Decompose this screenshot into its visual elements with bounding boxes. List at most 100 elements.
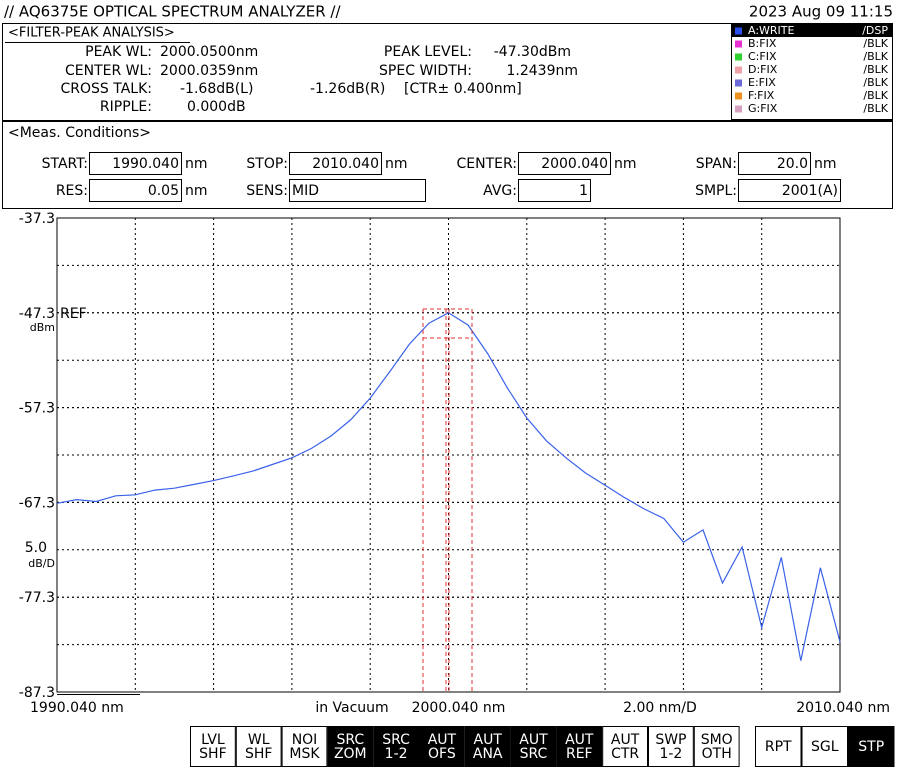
trace-state: /BLK	[863, 76, 888, 89]
condition-value: 2000.040	[541, 156, 608, 172]
softkey-label: SHF	[245, 746, 272, 762]
softkey[interactable]	[464, 726, 511, 767]
trace-name: A:WRITE	[748, 24, 795, 37]
trace-swatch	[735, 27, 742, 35]
y-tick-label: -57.3	[19, 401, 55, 417]
value: 1.2439nm	[507, 63, 579, 79]
condition-field	[289, 179, 426, 202]
trace-name: E:FIX	[748, 76, 776, 89]
softkey[interactable]	[755, 726, 802, 767]
softkey-label: SRC	[382, 732, 410, 748]
softkey-label: AUT	[474, 732, 503, 748]
condition-value: MID	[292, 183, 319, 199]
label: RIPPLE:	[100, 99, 152, 115]
condition-field	[89, 152, 182, 175]
trace-swatch	[735, 79, 742, 87]
trace-state: /DSP	[862, 24, 888, 37]
softkey-label: SRC	[520, 746, 548, 762]
condition-field	[518, 152, 611, 175]
analysis-title: <FILTER-PEAK ANALYSIS>	[8, 26, 175, 41]
condition-unit: nm	[185, 156, 208, 172]
trace-state: /BLK	[863, 50, 888, 63]
softkey[interactable]	[281, 726, 328, 767]
condition-value: 20.0	[777, 156, 808, 172]
softkey-label: ZOM	[334, 746, 367, 762]
softkey-label: OFS	[428, 746, 456, 762]
scale-label: 5.0	[25, 540, 47, 556]
condition-value: 1990.040	[112, 156, 179, 172]
condition-unit: nm	[185, 183, 208, 199]
trace-list	[731, 24, 893, 120]
condition-label: AVG:	[483, 183, 517, 199]
y-tick-label: -87.3	[19, 685, 55, 701]
level-unit: dBm	[30, 321, 55, 334]
softkey[interactable]	[801, 726, 848, 767]
condition-unit: nm	[814, 156, 837, 172]
ref-label: REF	[60, 306, 87, 322]
softkey-label: NOI	[292, 732, 318, 748]
trace-name: F:FIX	[748, 89, 775, 102]
condition-field	[738, 152, 811, 175]
condition-value: 0.05	[148, 183, 179, 199]
softkey-label: 1-2	[385, 746, 408, 762]
softkey[interactable]	[848, 726, 895, 767]
softkey-label: RPT	[765, 739, 792, 755]
value: 2000.0359nm	[160, 63, 258, 79]
condition-unit: nm	[385, 156, 408, 172]
x-tick-label: 1990.040 nm	[30, 700, 124, 716]
softkey-label: SMO	[701, 732, 733, 748]
label: SPEC WIDTH:	[379, 63, 472, 79]
trace-name: B:FIX	[748, 37, 777, 50]
softkey[interactable]	[556, 726, 603, 767]
trace-state: /BLK	[863, 89, 888, 102]
softkey-label: SRC	[336, 732, 364, 748]
x-note: in Vacuum	[315, 700, 388, 716]
condition-field	[518, 179, 591, 202]
y-tick-label: -47.3	[19, 306, 55, 322]
trace-name: D:FIX	[748, 63, 778, 76]
y-tick-label: -77.3	[19, 590, 55, 606]
softkey[interactable]	[648, 726, 694, 767]
value: -1.26dB(R)	[310, 81, 385, 97]
x-tick-label: 2010.040 nm	[796, 700, 890, 716]
trace-name: G:FIX	[748, 102, 778, 115]
softkey-label: MSK	[289, 746, 320, 762]
condition-label: RES:	[56, 183, 88, 199]
softkey[interactable]	[602, 726, 649, 767]
label: PEAK WL:	[85, 44, 152, 60]
conditions-title: <Meas. Conditions>	[8, 125, 151, 141]
x-scale: 2.00 nm/D	[623, 700, 697, 716]
condition-value: 2001(A)	[782, 183, 838, 199]
value: -1.68dB(L)	[180, 81, 253, 97]
value: -47.30dBm	[494, 44, 571, 60]
softkey-label: AUT	[428, 732, 457, 748]
softkey[interactable]	[190, 726, 236, 767]
softkey-label: ANA	[473, 746, 503, 762]
y-tick-label: -37.3	[19, 211, 55, 227]
trace-highlight	[732, 25, 892, 37]
softkey-label: CTR	[611, 746, 639, 762]
softkey-label: REF	[566, 746, 593, 762]
softkey[interactable]	[373, 726, 420, 767]
softkey[interactable]	[419, 726, 465, 767]
trace-state: /BLK	[863, 37, 888, 50]
condition-field	[738, 179, 841, 202]
softkey-label: LVL	[201, 732, 225, 748]
softkey[interactable]	[693, 726, 740, 767]
value: 2000.0500nm	[160, 44, 258, 60]
datetime: 2023 Aug 09 11:15	[749, 3, 893, 21]
softkey-label: SHF	[199, 746, 226, 762]
softkey-label: OTH	[702, 746, 732, 762]
value: [CTR± 0.400nm]	[404, 81, 522, 97]
softkey[interactable]	[327, 726, 374, 767]
app-title: // AQ6375E OPTICAL SPECTRUM ANALYZER //	[4, 3, 341, 21]
condition-value: 2010.040	[312, 156, 379, 172]
trace-swatch	[735, 40, 742, 48]
condition-label: STOP:	[246, 156, 288, 172]
softkey[interactable]	[235, 726, 282, 767]
softkey[interactable]	[510, 726, 557, 767]
trace-swatch	[735, 66, 742, 74]
softkey-label: 1-2	[659, 746, 682, 762]
